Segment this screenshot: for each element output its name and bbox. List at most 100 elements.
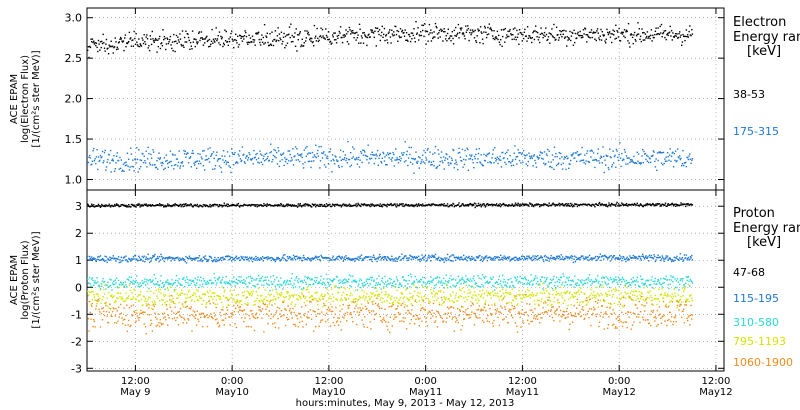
proton-point-795-1193	[272, 299, 275, 301]
proton-point-47-68	[539, 204, 542, 206]
electron-point-38-53	[112, 52, 114, 54]
electron-point-175-315	[617, 159, 620, 162]
proton-point-310-580	[620, 278, 622, 281]
proton-point-310-580	[533, 278, 536, 280]
electron-point-38-53	[660, 32, 662, 34]
proton-point-115-195	[154, 253, 156, 256]
electron-point-38-53	[309, 37, 312, 39]
electron-point-175-315	[157, 168, 159, 170]
proton-point-795-1193	[297, 299, 299, 301]
proton-point-310-580	[290, 283, 292, 285]
electron-point-175-315	[103, 160, 105, 162]
proton-point-47-68	[411, 204, 413, 206]
electron-point-38-53	[262, 36, 264, 39]
proton-point-47-68	[608, 202, 610, 204]
electron-point-175-315	[667, 156, 669, 158]
proton-point-115-195	[681, 257, 684, 259]
proton-point-310-580	[102, 277, 104, 280]
proton-point-47-68	[191, 205, 193, 207]
xtick-date-label: May10	[312, 387, 345, 398]
electron-point-175-315	[512, 159, 514, 161]
proton-point-115-195	[167, 258, 169, 260]
proton-point-47-68	[598, 202, 600, 205]
electron-point-175-315	[528, 152, 530, 154]
electron-point-175-315	[313, 160, 315, 162]
electron-point-38-53	[582, 36, 584, 38]
electron-point-175-315	[520, 153, 523, 155]
proton-point-795-1193	[141, 305, 143, 307]
electron-point-175-315	[475, 148, 478, 150]
electron-point-38-53	[645, 37, 647, 39]
proton-point-115-195	[371, 260, 373, 263]
proton-point-795-1193	[284, 296, 286, 299]
proton-point-47-68	[120, 205, 122, 207]
proton-point-310-580	[190, 282, 192, 285]
electron-point-38-53	[313, 24, 316, 27]
electron-point-38-53	[222, 45, 224, 48]
proton-point-795-1193	[166, 300, 168, 303]
electron-point-175-315	[105, 166, 108, 168]
proton-point-47-68	[605, 205, 607, 207]
electron-point-175-315	[475, 153, 477, 156]
proton-point-310-580	[609, 286, 611, 289]
proton-point-115-195	[628, 259, 630, 261]
proton-point-310-580	[621, 281, 623, 283]
proton-point-310-580	[152, 283, 155, 285]
proton-point-115-195	[117, 258, 119, 261]
proton-point-47-68	[319, 203, 321, 206]
electron-point-38-53	[130, 37, 132, 39]
electron-point-38-53	[364, 35, 367, 37]
proton-point-115-195	[533, 259, 535, 261]
proton-point-310-580	[463, 282, 465, 285]
electron-point-175-315	[657, 159, 659, 162]
electron-point-175-315	[658, 152, 661, 154]
proton-point-47-68	[631, 203, 634, 205]
electron-point-175-315	[555, 152, 557, 155]
proton-point-115-195	[483, 258, 485, 261]
proton-point-47-68	[477, 204, 479, 207]
proton-point-115-195	[429, 255, 431, 258]
proton-point-47-68	[687, 203, 690, 205]
proton-point-115-195	[639, 256, 641, 258]
proton-point-310-580	[172, 283, 174, 285]
proton-point-47-68	[189, 204, 191, 207]
electron-point-175-315	[505, 163, 507, 165]
electron-point-175-315	[218, 165, 221, 167]
proton-point-310-580	[389, 277, 391, 280]
electron-point-175-315	[441, 160, 443, 162]
electron-point-175-315	[357, 158, 359, 161]
electron-point-38-53	[499, 43, 501, 46]
proton-point-115-195	[292, 254, 295, 257]
electron-point-38-53	[383, 27, 386, 30]
proton-point-47-68	[141, 204, 143, 206]
proton-point-115-195	[397, 257, 400, 259]
proton-point-47-68	[604, 203, 606, 206]
electron-point-38-53	[410, 32, 412, 34]
electron-point-175-315	[152, 151, 155, 153]
proton-point-795-1193	[152, 292, 155, 294]
proton-point-795-1193	[148, 296, 150, 298]
electron-point-175-315	[369, 158, 371, 160]
electron-point-38-53	[253, 39, 256, 41]
electron-point-175-315	[494, 147, 496, 149]
proton-point-115-195	[130, 258, 133, 260]
proton-point-115-195	[383, 256, 386, 258]
proton-point-795-1193	[232, 299, 234, 301]
proton-point-115-195	[152, 256, 155, 258]
electron-point-38-53	[179, 33, 181, 35]
proton-point-115-195	[261, 256, 264, 258]
electron-point-38-53	[432, 37, 434, 40]
proton-point-115-195	[154, 258, 157, 260]
proton-point-115-195	[652, 258, 655, 260]
electron-point-175-315	[346, 162, 349, 164]
electron-point-175-315	[279, 160, 281, 162]
proton-point-310-580	[646, 285, 648, 287]
electron-point-175-315	[144, 162, 147, 164]
proton-point-47-68	[502, 203, 504, 206]
proton-point-115-195	[364, 257, 366, 260]
proton-point-115-195	[271, 256, 273, 259]
proton-point-115-195	[465, 258, 467, 261]
electron-point-175-315	[547, 161, 550, 163]
proton-point-47-68	[566, 205, 568, 207]
proton-point-310-580	[350, 286, 353, 288]
